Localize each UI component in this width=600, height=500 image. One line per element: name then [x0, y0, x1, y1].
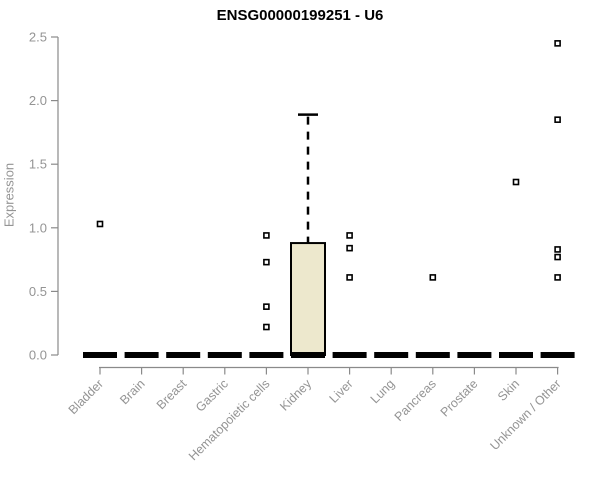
category-label: Brain: [117, 377, 148, 408]
median-bar: [124, 352, 159, 358]
outlier-point: [263, 303, 270, 310]
outlier-point: [263, 323, 270, 331]
median-bar: [374, 352, 409, 358]
category-label: Liver: [327, 377, 356, 406]
outlier-point: [554, 116, 561, 123]
category-label: Skin: [495, 377, 522, 404]
category-label: Prostate: [438, 377, 481, 420]
category-label: Lung: [368, 377, 398, 407]
y-tick-label: 2.0: [29, 93, 47, 108]
median-bar: [207, 352, 242, 358]
category-label: Kidney: [277, 376, 314, 413]
y-tick-label: 0.0: [29, 348, 47, 363]
category-label: Gastric: [193, 377, 231, 415]
outlier-point: [263, 258, 270, 266]
outlier-point: [554, 253, 561, 261]
median-bar: [540, 352, 575, 358]
median-bar: [249, 352, 284, 358]
y-tick-label: 0.5: [29, 284, 47, 299]
category-label: Bladder: [66, 377, 106, 417]
outlier-point: [346, 274, 353, 281]
y-tick-label: 1.0: [29, 220, 47, 235]
median-bar: [166, 352, 201, 358]
category-label: Unknown / Other: [487, 377, 563, 453]
y-tick-label: 1.5: [29, 157, 47, 172]
median-bar: [499, 352, 533, 358]
median-bar: [457, 352, 492, 358]
outlier-point: [346, 244, 353, 252]
outlier-point: [554, 40, 561, 47]
category-label: Breast: [154, 376, 190, 412]
median-bar: [291, 352, 325, 358]
outlier-point: [429, 274, 437, 281]
outlier-point: [96, 220, 104, 228]
median-bar: [83, 352, 117, 358]
outlier-point: [346, 232, 353, 239]
y-tick-label: 2.5: [29, 30, 47, 45]
box-iqr: [290, 242, 326, 356]
median-bar: [415, 352, 450, 358]
median-bar: [332, 352, 367, 358]
outlier-point: [554, 274, 561, 281]
outlier-point: [263, 232, 270, 239]
outlier-point: [554, 246, 561, 253]
category-label: Pancreas: [392, 377, 439, 424]
outlier-point: [512, 178, 520, 186]
chart-title: ENSG00000199251 - U6: [216, 7, 384, 24]
category-label: Hematopoietic cells: [186, 377, 273, 464]
